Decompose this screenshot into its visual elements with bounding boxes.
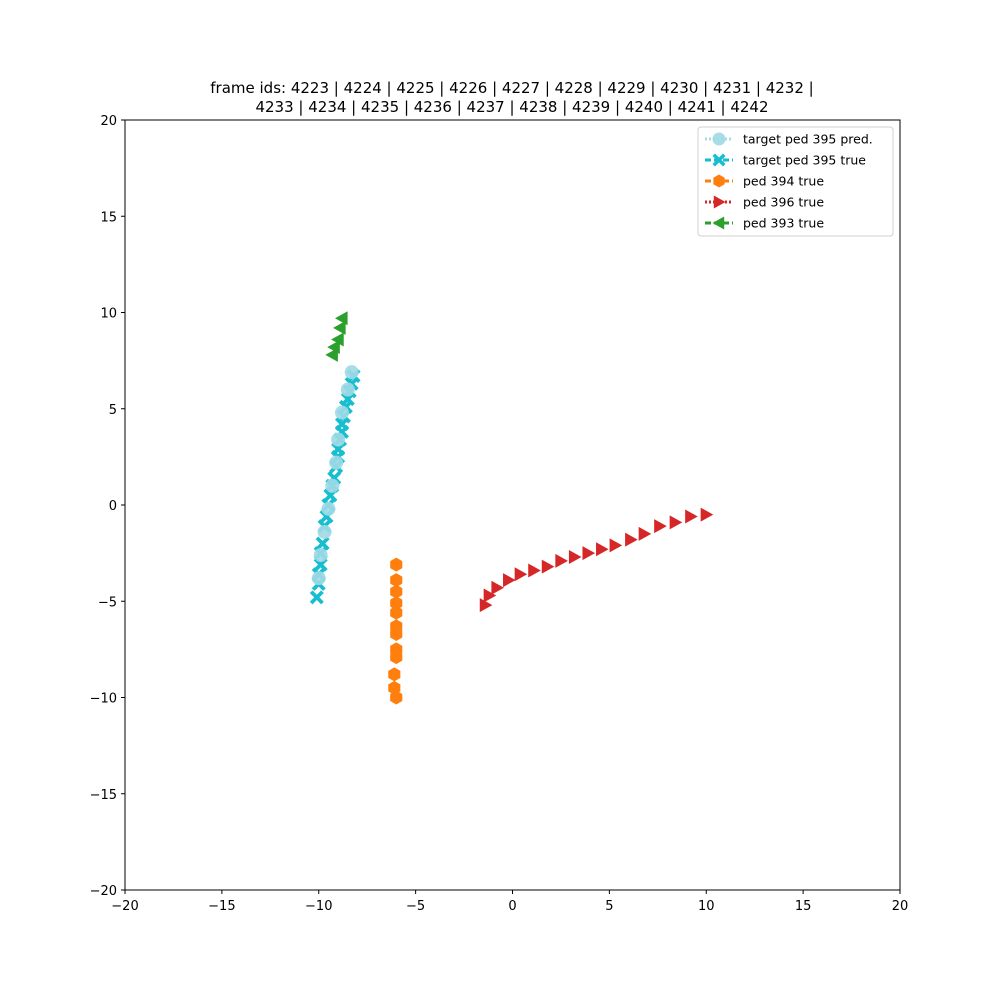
- series-2-point-11: [390, 690, 403, 705]
- series-2-point-9: [388, 667, 401, 682]
- x-tick-label-1: −15: [208, 899, 235, 914]
- y-tick-label-8: 20: [100, 114, 117, 129]
- series-1-point-20: [313, 557, 328, 572]
- series-0-point-3: [331, 432, 346, 447]
- series-3-point-2: [669, 515, 683, 530]
- series-3-point-4: [638, 526, 652, 541]
- x-tick-label-3: −5: [406, 899, 425, 914]
- series-3-point-7: [596, 542, 609, 557]
- series-2: [388, 557, 403, 705]
- series-4-point-4: [325, 347, 338, 362]
- x-tick-label-8: 20: [892, 899, 909, 914]
- series-3-point-14: [503, 573, 516, 588]
- series-4-point-1: [333, 320, 346, 335]
- x-tick-label-2: −10: [305, 899, 332, 914]
- series-3-point-0: [700, 507, 714, 522]
- series-0-point-7: [317, 524, 332, 539]
- x-tick-label-0: −20: [111, 899, 138, 914]
- series-2-point-8: [390, 650, 403, 665]
- y-tick-label-5: 5: [109, 403, 117, 418]
- series-3-point-3: [654, 519, 667, 534]
- series-3-point-17: [479, 598, 493, 613]
- series-3-point-5: [625, 532, 638, 547]
- legend-marker-4: [712, 216, 725, 230]
- series-0-point-5: [325, 478, 340, 493]
- series-3-point-13: [514, 567, 528, 582]
- series-3-point-16: [483, 588, 497, 603]
- chart-title-line-2: 4233 | 4234 | 4235 | 4236 | 4237 | 4238 …: [255, 98, 768, 116]
- chart-title: frame ids: 4223 | 4224 | 4225 | 4226 | 4…: [210, 79, 813, 116]
- series-3-point-11: [541, 559, 555, 574]
- series-2-point-2: [390, 584, 403, 599]
- series-3-point-9: [568, 549, 582, 564]
- series-2-point-3: [390, 596, 403, 611]
- series-3-point-10: [555, 553, 568, 568]
- series-2-point-1: [390, 573, 403, 588]
- series-0: [311, 365, 359, 586]
- series-4-point-0: [335, 311, 348, 326]
- series-3-point-1: [685, 509, 698, 524]
- y-tick-label-4: 0: [109, 499, 117, 514]
- legend-label-1: target ped 395 true: [743, 153, 866, 168]
- y-tick-label-0: −20: [90, 884, 117, 899]
- series-0-point-4: [329, 455, 344, 470]
- legend-marker-2: [713, 174, 725, 188]
- legend-label-3: ped 396 true: [743, 195, 824, 210]
- x-tick-label-4: 0: [508, 899, 516, 914]
- series-4-point-2: [331, 332, 344, 347]
- series-1-point-23: [309, 590, 324, 605]
- series-2-point-4: [390, 605, 403, 620]
- series-0-point-8: [313, 548, 328, 563]
- legend-label-4: ped 393 true: [743, 216, 824, 231]
- series-0-point-9: [311, 571, 326, 586]
- series-3: [479, 507, 714, 613]
- x-tick-label-7: 15: [795, 899, 812, 914]
- x-tick-label-5: 5: [605, 899, 613, 914]
- x-tick-label-6: 10: [698, 899, 715, 914]
- legend: target ped 395 pred. target ped 395 true p…: [697, 126, 894, 237]
- y-tick-label-3: −5: [98, 595, 117, 610]
- legend-label-0: target ped 395 pred.: [743, 132, 873, 147]
- chart-title-line-1: frame ids: 4223 | 4224 | 4225 | 4226 | 4…: [210, 79, 813, 97]
- legend-label-2: ped 394 true: [743, 174, 824, 189]
- legend-marker-3: [713, 195, 726, 209]
- axis-ticks: −20 −15 −10 −5 0 5 10 15 20 −20 −15 −10 −5 0 5 10 15 20: [90, 114, 909, 914]
- legend-marker-1: [712, 153, 726, 167]
- y-tick-label-1: −15: [90, 788, 117, 803]
- series-3-point-6: [609, 538, 623, 553]
- y-tick-label-7: 15: [100, 210, 117, 225]
- series-0-point-6: [321, 501, 336, 516]
- plot-marks: [309, 311, 714, 705]
- legend-marker-0: [712, 132, 726, 146]
- series-3-point-15: [491, 580, 504, 595]
- y-tick-label-2: −10: [90, 692, 117, 707]
- y-tick-label-6: 10: [100, 307, 117, 322]
- series-0-point-1: [340, 382, 355, 397]
- series-0-point-0: [344, 365, 359, 380]
- series-4: [325, 311, 348, 362]
- series-3-point-12: [528, 563, 541, 578]
- series-1-point-18: [315, 536, 330, 551]
- legend-box: [697, 126, 894, 237]
- series-2-point-6: [390, 626, 403, 641]
- series-2-point-0: [390, 557, 403, 572]
- series-3-point-8: [582, 546, 596, 561]
- series-0-point-2: [335, 405, 349, 420]
